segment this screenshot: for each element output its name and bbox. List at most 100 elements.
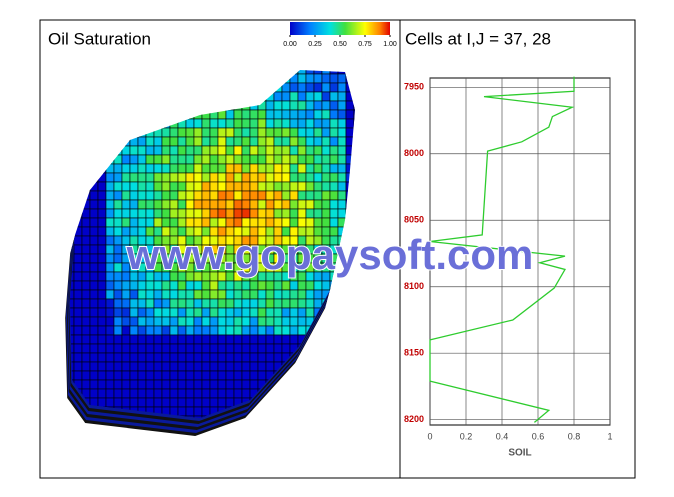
cell <box>329 181 339 192</box>
cell <box>265 352 275 363</box>
cell <box>161 343 171 354</box>
cell <box>89 388 99 399</box>
cell <box>281 334 291 345</box>
cell <box>321 163 331 174</box>
cell <box>249 361 259 372</box>
cell <box>73 352 83 363</box>
cell <box>321 181 331 192</box>
cell <box>185 379 195 390</box>
cell <box>145 154 155 165</box>
cell <box>329 190 339 201</box>
cell <box>225 352 235 363</box>
cell <box>289 100 299 111</box>
cell <box>297 316 307 327</box>
cell <box>273 199 283 210</box>
cell <box>249 136 259 147</box>
cell <box>233 127 243 138</box>
cell <box>217 370 227 381</box>
cell <box>265 100 275 111</box>
cell <box>113 271 123 282</box>
x-tick-label: 0.4 <box>496 431 509 441</box>
cell <box>281 199 291 210</box>
cell <box>329 163 339 174</box>
cell <box>249 118 259 129</box>
cell <box>249 343 259 354</box>
cell <box>201 397 211 408</box>
cell <box>281 109 291 120</box>
cell <box>97 262 107 273</box>
cell <box>129 199 139 210</box>
cell <box>81 379 91 390</box>
cell <box>217 343 227 354</box>
cell <box>137 307 147 318</box>
cell <box>137 370 147 381</box>
cell <box>257 370 267 381</box>
cell <box>185 145 195 156</box>
cell <box>73 370 83 381</box>
cell <box>241 334 251 345</box>
cell <box>169 280 179 291</box>
cell <box>161 163 171 174</box>
cell <box>329 172 339 183</box>
cell <box>273 208 283 219</box>
cell <box>81 325 91 336</box>
cell <box>305 307 315 318</box>
cell <box>161 172 171 183</box>
cell <box>305 118 315 129</box>
cell <box>265 109 275 120</box>
cell <box>345 100 355 111</box>
cell <box>97 388 107 399</box>
cell <box>105 181 115 192</box>
cell <box>145 316 155 327</box>
cell <box>225 361 235 372</box>
cell <box>225 280 235 291</box>
cell <box>105 208 115 219</box>
cell <box>305 172 315 183</box>
cell <box>337 118 347 129</box>
cell <box>177 199 187 210</box>
cell <box>129 280 139 291</box>
cell <box>273 91 283 102</box>
cell <box>169 370 179 381</box>
cell <box>241 379 251 390</box>
cell <box>273 217 283 228</box>
cell <box>225 388 235 399</box>
cell <box>113 226 123 237</box>
cell <box>289 190 299 201</box>
cell <box>105 226 115 237</box>
cell <box>121 388 131 399</box>
cell <box>153 397 163 408</box>
cell <box>241 118 251 129</box>
left-title: Oil Saturation <box>48 29 151 48</box>
cell <box>297 199 307 210</box>
cell <box>241 208 251 219</box>
cell <box>89 325 99 336</box>
cell <box>289 163 299 174</box>
cell <box>193 163 203 174</box>
cell <box>233 343 243 354</box>
cell <box>89 208 99 219</box>
cell <box>145 298 155 309</box>
cell <box>97 298 107 309</box>
cell <box>345 118 355 129</box>
cell <box>193 334 203 345</box>
cell <box>217 325 227 336</box>
cell <box>305 208 315 219</box>
cell <box>225 334 235 345</box>
cell <box>89 271 99 282</box>
cell <box>321 91 331 102</box>
cell <box>145 334 155 345</box>
cell <box>289 325 299 336</box>
cell <box>289 307 299 318</box>
cell <box>297 163 307 174</box>
cell <box>329 127 339 138</box>
cell <box>209 280 219 291</box>
cell <box>177 127 187 138</box>
cell <box>281 280 291 291</box>
cell <box>265 289 275 300</box>
cell <box>177 172 187 183</box>
cell <box>113 361 123 372</box>
cell <box>289 145 299 156</box>
cell <box>169 298 179 309</box>
